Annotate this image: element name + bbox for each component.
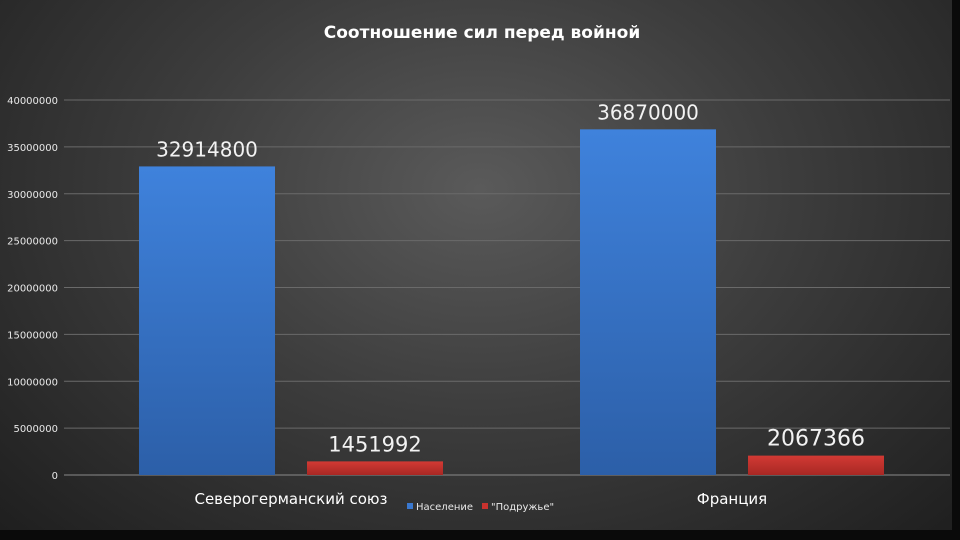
chart-title: Соотношение сил перед войной bbox=[324, 23, 640, 43]
y-tick-label: 15000000 bbox=[7, 330, 58, 341]
bar-podruzhye-0 bbox=[307, 461, 443, 475]
x-category-label: Франция bbox=[697, 490, 767, 508]
data-label: 32914800 bbox=[156, 137, 258, 161]
bar-podruzhye-1 bbox=[748, 455, 884, 475]
legend-swatch bbox=[407, 503, 413, 509]
y-tick-label: 35000000 bbox=[7, 143, 58, 154]
y-tick-label: 30000000 bbox=[7, 190, 58, 201]
data-label: 36870000 bbox=[597, 100, 699, 124]
data-label: 2067366 bbox=[767, 427, 865, 452]
y-tick-label: 0 bbox=[52, 471, 58, 482]
bar-population-1 bbox=[580, 129, 716, 475]
data-label: 1451992 bbox=[328, 432, 422, 456]
frame-right-edge bbox=[952, 0, 960, 540]
y-tick-label: 20000000 bbox=[7, 284, 58, 295]
bar-chart: Соотношение сил перед войной 0 5000000 100… bbox=[7, 23, 950, 513]
legend-label: "Подружье" bbox=[491, 502, 554, 513]
y-tick-label: 40000000 bbox=[7, 96, 58, 107]
legend-label: Население bbox=[416, 502, 473, 513]
legend-swatch bbox=[482, 503, 488, 509]
y-tick-label: 25000000 bbox=[7, 237, 58, 248]
bar-population-0 bbox=[139, 166, 275, 475]
x-category-label: Северогерманский союз bbox=[194, 490, 387, 508]
y-tick-label: 10000000 bbox=[7, 377, 58, 388]
frame-bottom-edge bbox=[0, 530, 960, 540]
y-tick-label: 5000000 bbox=[13, 424, 58, 435]
